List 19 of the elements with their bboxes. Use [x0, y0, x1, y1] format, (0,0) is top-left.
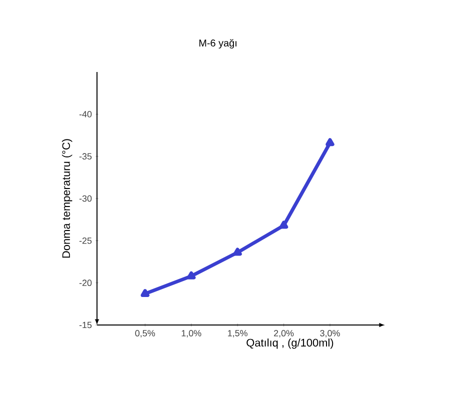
y-tick-label: -15: [79, 322, 92, 328]
y-tick-label: -40: [79, 110, 92, 118]
x-tick-label: 1,0%: [182, 330, 202, 338]
y-tick-label: -25: [79, 237, 92, 244]
point: [186, 271, 196, 280]
point: [140, 289, 150, 298]
y-axis-title: Donma temperaturu (°C): [62, 139, 72, 258]
y-tick-label: -35: [79, 153, 92, 160]
y-tick-label: -20: [79, 280, 92, 286]
point: [279, 220, 288, 229]
x-tick-label: 2,0%: [274, 330, 294, 338]
point: [326, 138, 334, 146]
x-axis-title: Qatılıq , (g/100ml): [246, 338, 334, 349]
chart-title: M-6 yağı: [199, 39, 236, 48]
x-tick-label: 1,5%: [228, 330, 248, 338]
x-tick-label: 0,5%: [135, 330, 155, 338]
y-tick-label: -30: [79, 195, 92, 202]
point: [233, 248, 242, 256]
x-tick-label: 3,0%: [320, 330, 340, 338]
